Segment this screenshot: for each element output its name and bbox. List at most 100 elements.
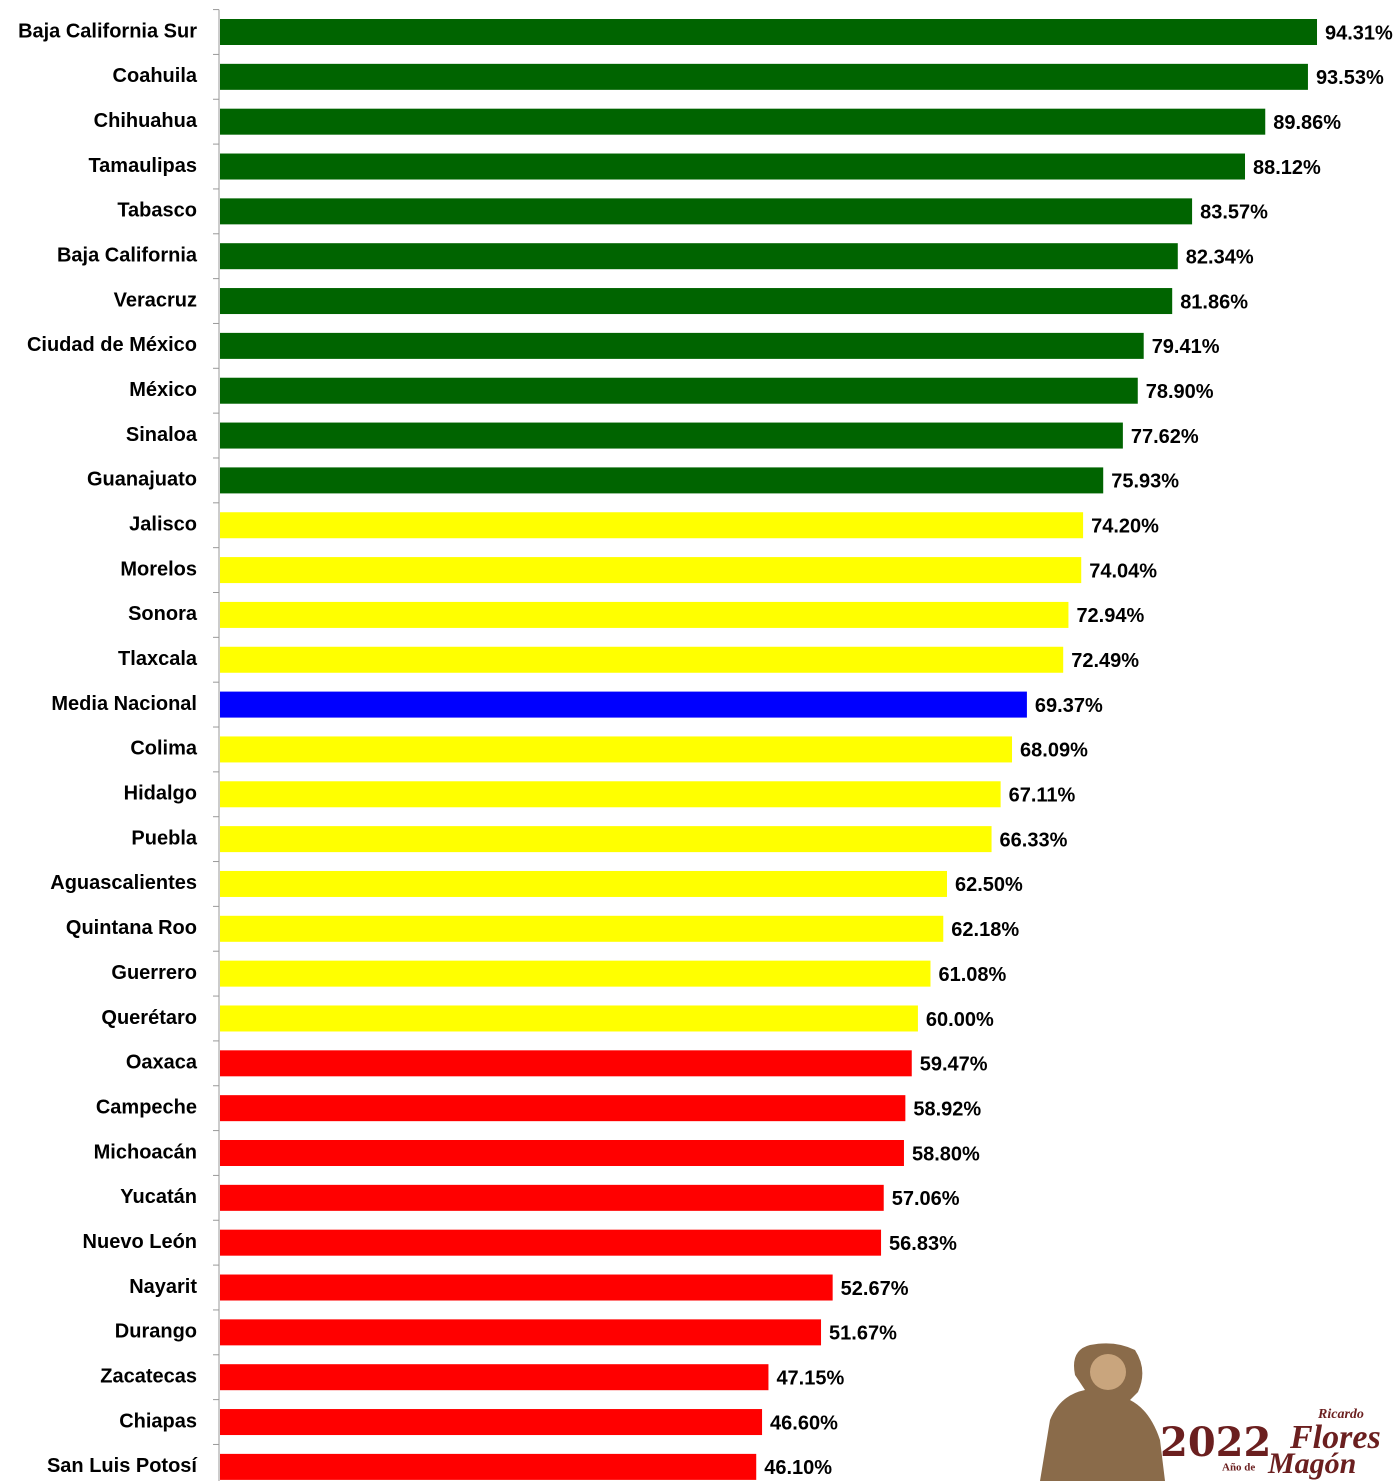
value-label: 60.00% [926,1009,994,1031]
category-label: San Luis Potosí [47,1455,198,1477]
category-label: Colima [130,738,198,760]
logo-top: Ricardo [1317,1407,1364,1422]
category-label: Ciudad de México [27,334,197,356]
category-label: Durango [115,1321,197,1343]
value-label: 58.92% [913,1098,981,1120]
bar [220,1409,763,1436]
value-label: 47.15% [776,1367,844,1389]
bar [220,153,1246,180]
logo: 2022 Flores Ricardo Año de Magón [1040,1343,1381,1481]
bar [220,736,1013,763]
category-label: Veracruz [114,289,197,311]
bar [220,557,1082,584]
bar [220,422,1123,449]
bar [220,108,1266,135]
category-label: Sonora [128,603,198,625]
bar [220,288,1173,315]
bar [220,646,1064,673]
category-label: Tamaulipas [88,155,197,177]
value-label: 57.06% [892,1188,960,1210]
category-label: Sinaloa [126,424,198,446]
bar [220,19,1318,45]
category-label: Michoacán [94,1141,197,1163]
value-label: 81.86% [1180,291,1248,313]
category-label: Campeche [96,1096,197,1118]
logo-prefix: Año de [1222,1462,1255,1474]
value-label: 51.67% [829,1323,897,1345]
bar [220,198,1193,225]
bar [220,960,931,987]
category-label: Baja California [57,244,198,266]
category-label: Media Nacional [51,693,197,715]
value-label: 69.37% [1035,695,1103,717]
value-label: 88.12% [1253,157,1321,179]
category-label: Zacatecas [100,1365,197,1387]
bar [220,1364,769,1391]
category-label: Puebla [131,827,197,849]
category-label: Nayarit [129,1276,197,1298]
value-label: 59.47% [920,1054,988,1076]
value-label: 61.08% [938,964,1006,986]
category-label: Hidalgo [124,783,197,805]
category-label: Morelos [120,558,197,580]
bar [220,1184,884,1211]
bar [220,512,1084,539]
value-label: 72.94% [1076,605,1144,627]
bar [220,601,1069,628]
category-label: Nuevo León [83,1231,197,1253]
bar [220,1453,757,1480]
category-label: Tabasco [117,200,197,222]
bar [220,1319,822,1346]
category-label: Quintana Roo [66,917,197,939]
logo-name: Magón [1267,1447,1356,1480]
bar [220,826,992,853]
bar [220,870,947,897]
logo-portrait [1040,1343,1165,1481]
value-label: 62.50% [955,874,1023,896]
value-label: 56.83% [889,1233,957,1255]
logo-face [1090,1354,1126,1390]
value-label: 52.67% [841,1278,909,1300]
category-label: Chiapas [119,1410,197,1432]
bar [220,1095,906,1122]
logo-year: 2022 [1160,1419,1271,1466]
bar [220,915,944,942]
logo-name: Flores [1289,1419,1381,1456]
bar [220,63,1308,90]
category-label: Guanajuato [87,469,197,491]
category-label: Yucatán [120,1186,197,1208]
category-label: Tlaxcala [118,648,198,670]
bar [220,467,1104,494]
category-label: Jalisco [129,514,197,536]
value-label: 72.49% [1071,650,1139,672]
value-label: 62.18% [951,919,1019,941]
category-label: Guerrero [111,962,197,984]
value-label: 89.86% [1273,112,1341,134]
value-label: 82.34% [1186,246,1254,268]
bar [220,1140,904,1166]
category-label: Aguascalientes [50,872,197,894]
bar [220,781,1001,808]
bar [220,1274,833,1301]
category-label: Baja California Sur [18,20,197,42]
value-label: 66.33% [1000,829,1068,851]
value-label: 67.11% [1009,785,1076,807]
value-label: 75.93% [1111,471,1179,493]
category-label: México [129,379,197,401]
category-label: Coahuila [113,65,198,87]
value-label: 93.53% [1316,67,1384,89]
bar [220,691,1027,718]
bar [220,332,1144,359]
bar [220,377,1138,404]
category-label: Oaxaca [126,1052,198,1074]
value-label: 68.09% [1020,740,1088,762]
value-label: 78.90% [1146,381,1214,403]
bar [220,1229,882,1256]
value-label: 94.31% [1325,22,1393,44]
value-label: 83.57% [1200,202,1268,224]
bar [220,1050,912,1077]
category-label: Querétaro [101,1007,197,1029]
value-label: 58.80% [912,1143,980,1165]
value-label: 46.10% [764,1457,832,1479]
